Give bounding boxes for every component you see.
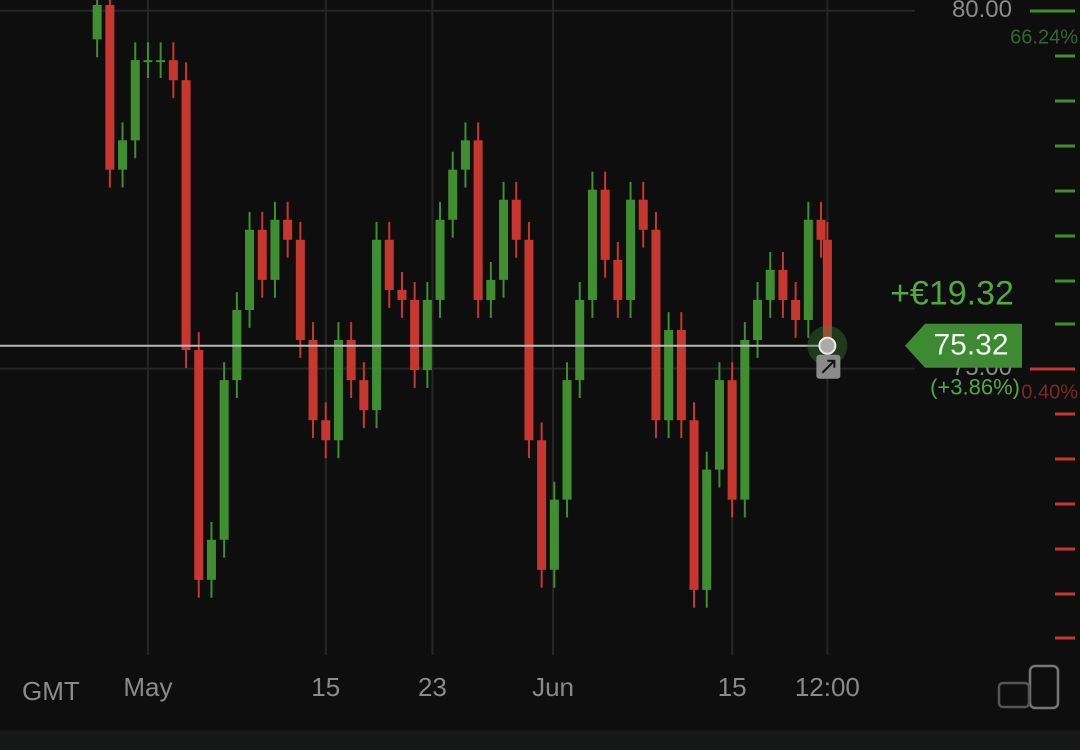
candle-body bbox=[822, 239, 832, 346]
last-price-marker[interactable] bbox=[818, 336, 837, 355]
expand-arrow[interactable] bbox=[821, 359, 836, 374]
bottom-bar bbox=[0, 730, 1080, 750]
candle-body bbox=[194, 350, 204, 580]
candle-body bbox=[587, 189, 597, 300]
phone-icon-landscape[interactable] bbox=[997, 681, 1031, 709]
candle-body bbox=[372, 239, 382, 411]
candle-body bbox=[486, 279, 496, 300]
candle-body bbox=[689, 420, 699, 590]
candle-body bbox=[575, 299, 585, 381]
x-tick-label: May bbox=[123, 672, 172, 702]
candle-body bbox=[283, 219, 293, 240]
candle-body bbox=[549, 499, 559, 570]
timezone-label: GMT bbox=[22, 676, 80, 706]
candle-body bbox=[537, 440, 547, 570]
candle-body bbox=[435, 219, 445, 300]
candles bbox=[92, 0, 832, 608]
candle-body bbox=[676, 330, 686, 421]
candle-body bbox=[448, 169, 458, 220]
candle-body bbox=[143, 60, 153, 63]
percent-label: 0.40% bbox=[1021, 381, 1078, 403]
candle-body bbox=[714, 380, 724, 470]
candle-body bbox=[816, 219, 826, 240]
candle-body bbox=[245, 229, 255, 310]
candle-body bbox=[499, 199, 509, 280]
candle-body bbox=[130, 60, 140, 141]
x-tick-label: 23 bbox=[418, 672, 447, 702]
change-label: +€19.32 bbox=[890, 275, 1014, 313]
candle-body bbox=[92, 5, 102, 40]
x-tick-label: 12:00 bbox=[795, 672, 860, 702]
y-tick-label: 80.00 bbox=[952, 0, 1012, 23]
candle-body bbox=[321, 420, 331, 441]
candle-body bbox=[257, 229, 267, 280]
candle-body bbox=[206, 539, 216, 580]
candle-body bbox=[156, 60, 166, 63]
candle-body bbox=[181, 80, 191, 351]
candle-body bbox=[778, 269, 788, 300]
candle-body bbox=[651, 229, 661, 421]
candle-body bbox=[765, 269, 775, 300]
candle-body bbox=[727, 380, 737, 500]
percent-label: 66.24% bbox=[1010, 26, 1078, 48]
x-tick-label: Jun bbox=[532, 672, 574, 702]
candle-body bbox=[600, 189, 610, 260]
candle-body bbox=[346, 340, 356, 381]
candle-body bbox=[626, 199, 636, 300]
candle-body bbox=[664, 330, 674, 421]
x-tick-label: 15 bbox=[311, 672, 340, 702]
candle-body bbox=[168, 60, 178, 81]
candle-body bbox=[397, 289, 407, 300]
change-pct-label: (+3.86%) bbox=[930, 375, 1020, 400]
candle-body bbox=[753, 299, 763, 341]
candle-body bbox=[105, 5, 115, 170]
candle-body bbox=[295, 239, 305, 341]
candle-body bbox=[333, 340, 343, 441]
candle-body bbox=[219, 380, 229, 540]
candle-body bbox=[524, 239, 534, 441]
candle-body bbox=[638, 199, 648, 230]
candle-body bbox=[422, 299, 432, 371]
candle-body bbox=[562, 380, 572, 500]
candle-body bbox=[308, 340, 318, 421]
candle-body bbox=[384, 239, 394, 290]
last-price-label: 75.32 bbox=[933, 329, 1008, 362]
candle-body bbox=[740, 340, 750, 500]
candle-body bbox=[359, 380, 369, 411]
candle-body bbox=[702, 469, 712, 590]
x-tick-label: 15 bbox=[718, 672, 747, 702]
candle-body bbox=[791, 299, 801, 320]
candle-body bbox=[803, 219, 813, 320]
orientation-toggle[interactable] bbox=[997, 664, 1060, 710]
scale-dashes bbox=[1030, 9, 1075, 640]
candle-body bbox=[613, 259, 623, 300]
last-price-badge bbox=[905, 323, 1022, 368]
overlay: 75.32 +€19.32 (+3.86%) bbox=[0, 275, 1022, 400]
candle-body bbox=[410, 299, 420, 371]
candle-body bbox=[118, 140, 128, 170]
candle-body bbox=[511, 199, 521, 240]
candle-body bbox=[473, 140, 483, 300]
candle-body bbox=[270, 219, 280, 280]
candle-body bbox=[460, 140, 470, 170]
